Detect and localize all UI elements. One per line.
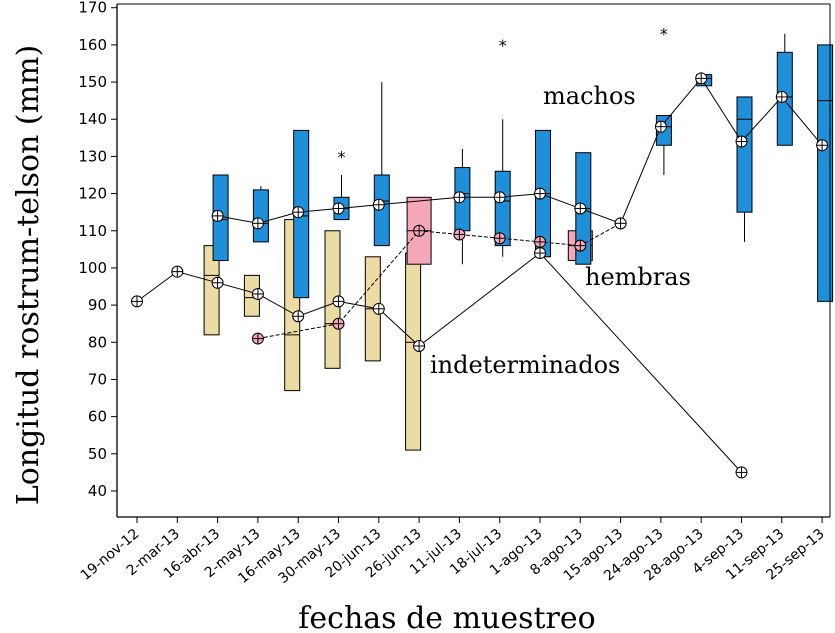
- y-axis-title: Longitud rostrum-telson (mm): [11, 45, 46, 505]
- y-tick-label: 130: [78, 147, 107, 165]
- machos-box: [736, 96, 753, 213]
- y-tick-label: 90: [88, 296, 107, 314]
- y-tick-label: 110: [78, 222, 107, 240]
- machos-mean-point: [816, 139, 829, 152]
- boxes-layer: [203, 33, 834, 451]
- indeterminados-mean-point: [332, 295, 345, 308]
- indeterminados-mean-point: [534, 247, 546, 260]
- machos-box: [373, 174, 390, 247]
- machos-mean-point: [735, 135, 748, 148]
- axes-layer: 40506070809010011012013014015016017019-n…: [78, 0, 831, 587]
- machos-mean-point: [372, 198, 385, 211]
- y-tick-label: 170: [78, 0, 107, 17]
- machos-outlier: *: [660, 25, 668, 44]
- hembras-mean-point: [251, 332, 264, 345]
- hembras-mean-point: [534, 235, 546, 248]
- y-tick-label: 140: [78, 110, 107, 128]
- indeterminados-mean-point: [211, 276, 224, 289]
- hembras-mean-point: [332, 317, 345, 330]
- indeterminados-mean-point: [292, 310, 305, 323]
- machos-mean-point: [574, 202, 587, 215]
- indeterminados-mean-point: [251, 287, 264, 300]
- y-tick-label: 40: [88, 482, 107, 500]
- indeterminados-mean-point: [372, 302, 385, 315]
- indeterminados-mean-point: [735, 466, 748, 479]
- mean-lines-layer: [136, 77, 823, 473]
- y-tick-label: 80: [88, 333, 107, 351]
- machos-mean-point: [614, 217, 627, 230]
- y-tick-label: 150: [78, 73, 107, 91]
- points-layer: * * *: [131, 25, 829, 479]
- hembras-mean-point: [574, 239, 587, 252]
- y-tick-label: 60: [88, 408, 107, 426]
- machos-mean-point: [695, 72, 708, 85]
- indeterminados-box: [203, 245, 220, 336]
- indeterminados-mean-point: [171, 265, 184, 278]
- y-tick-label: 100: [78, 259, 107, 277]
- labels-layer: machos hembras indeterminados: [430, 82, 691, 379]
- machos-mean-point: [775, 90, 788, 103]
- machos-box: [494, 170, 511, 247]
- machos-mean-point: [292, 206, 305, 219]
- y-tick-label: 50: [88, 445, 107, 463]
- machos-mean-point: [332, 202, 345, 215]
- machos-box: [817, 44, 834, 302]
- machos-series-label: machos: [543, 82, 636, 110]
- indeterminados-mean-point: [413, 340, 426, 352]
- hembras-series-label: hembras: [585, 263, 691, 291]
- y-tick-label: 120: [78, 185, 107, 203]
- hembras-mean-point: [453, 228, 466, 241]
- hembras-mean-line: [257, 222, 621, 340]
- y-tick-label: 160: [78, 36, 107, 54]
- hembras-mean-point: [493, 232, 506, 245]
- hembras-mean-point: [413, 224, 426, 237]
- indeterminados-mean-line: [136, 252, 742, 473]
- machos-box: [252, 189, 269, 243]
- machos-outlier: *: [499, 36, 507, 55]
- machos-mean-point: [251, 217, 264, 230]
- indeterminados-mean-point: [131, 295, 143, 308]
- y-tick-label: 70: [88, 370, 107, 388]
- machos-mean-point: [453, 191, 466, 204]
- machos-mean-point: [534, 187, 546, 200]
- indeterminados-series-label: indeterminados: [430, 351, 620, 379]
- x-axis-title: fechas de muestreo: [298, 601, 595, 633]
- machos-mean-point: [654, 120, 667, 133]
- machos-outlier: *: [338, 147, 346, 166]
- machos-mean-point: [493, 191, 506, 204]
- machos-mean-point: [211, 209, 224, 222]
